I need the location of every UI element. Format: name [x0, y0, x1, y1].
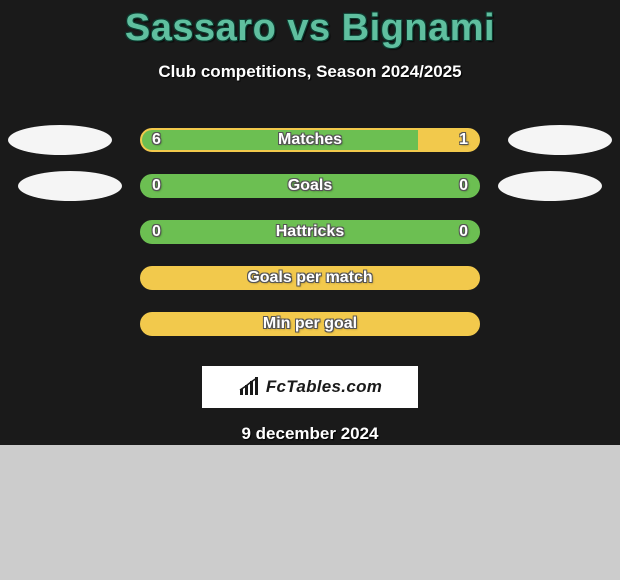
stat-label: Hattricks	[276, 223, 344, 241]
stat-row: Goals 0 0	[0, 168, 620, 214]
stat-row: Matches 6 1	[0, 122, 620, 168]
competition-subtitle: Club competitions, Season 2024/2025	[0, 62, 620, 82]
bar-chart-icon	[238, 377, 262, 397]
player-ellipse-right	[508, 125, 612, 155]
stat-label: Goals per match	[247, 269, 372, 287]
brand-box[interactable]: FcTables.com	[202, 366, 418, 408]
stat-row: Goals per match	[0, 260, 620, 306]
stat-value-left: 0	[152, 223, 161, 241]
snapshot-date: 9 december 2024	[0, 424, 620, 444]
player-ellipse-right	[498, 171, 602, 201]
background-bottom	[0, 445, 620, 580]
stat-bar: Matches	[140, 128, 480, 152]
stat-row: Min per goal	[0, 306, 620, 352]
stat-value-left: 0	[152, 177, 161, 195]
player-ellipse-left	[8, 125, 112, 155]
stat-value-left: 6	[152, 131, 161, 149]
stat-value-right: 0	[459, 223, 468, 241]
brand-text: FcTables.com	[266, 377, 382, 397]
stat-rows: Matches 6 1 Goals 0 0 Hattricks 0 0 Goals per mat…	[0, 122, 620, 352]
stat-bar: Goals per match	[140, 266, 480, 290]
stat-bar: Min per goal	[140, 312, 480, 336]
stat-label: Min per goal	[263, 315, 357, 333]
comparison-widget: Sassaro vs Bignami Club competitions, Se…	[0, 0, 620, 444]
stat-value-right: 1	[459, 131, 468, 149]
stat-label: Matches	[278, 131, 342, 149]
stat-label: Goals	[288, 177, 332, 195]
page-title: Sassaro vs Bignami	[0, 0, 620, 50]
player-ellipse-left	[18, 171, 122, 201]
stat-bar: Goals	[140, 174, 480, 198]
stat-row: Hattricks 0 0	[0, 214, 620, 260]
stat-bar: Hattricks	[140, 220, 480, 244]
stat-value-right: 0	[459, 177, 468, 195]
